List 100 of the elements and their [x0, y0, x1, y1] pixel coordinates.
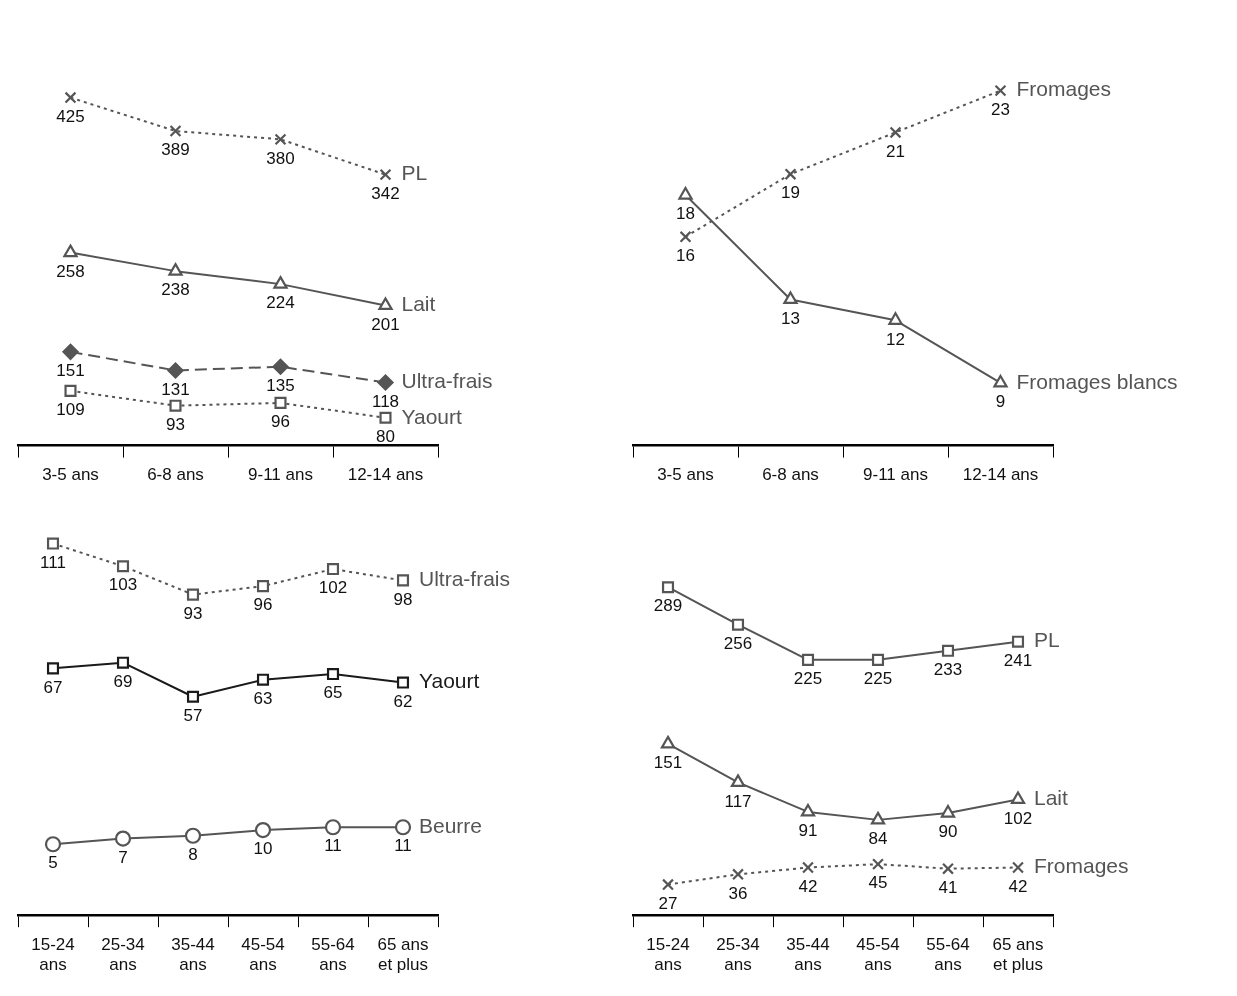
data-label: 67 — [43, 677, 63, 697]
data-label: 111 — [40, 552, 66, 572]
data-label: 201 — [371, 314, 400, 334]
data-label: 16 — [676, 245, 695, 265]
point — [63, 244, 78, 258]
point — [678, 186, 693, 200]
series-label: Lait — [401, 292, 436, 316]
point — [889, 126, 902, 139]
point — [871, 858, 885, 871]
point — [186, 588, 200, 601]
point — [62, 343, 79, 360]
point — [660, 735, 676, 749]
data-label: 151 — [56, 361, 85, 381]
point — [396, 574, 410, 587]
point — [116, 560, 130, 573]
series-label: PL — [401, 161, 428, 185]
point — [274, 133, 287, 146]
data-label: 63 — [253, 688, 273, 708]
point — [184, 827, 202, 844]
point — [274, 396, 287, 409]
point — [941, 644, 955, 657]
series-label: Yaourt — [401, 404, 462, 428]
point — [46, 537, 60, 550]
data-label: 380 — [266, 148, 295, 168]
point — [114, 830, 132, 847]
point — [256, 673, 270, 686]
point — [378, 297, 393, 311]
data-label: 12 — [886, 329, 905, 349]
data-label: 18 — [676, 204, 695, 224]
point — [661, 878, 675, 891]
data-label: 11 — [324, 836, 342, 856]
point — [783, 291, 798, 305]
data-label: 69 — [113, 671, 133, 691]
data-label: 151 — [653, 753, 683, 773]
x-tick-label: 45-54 ans — [856, 935, 900, 975]
x-tick-label: 55-64 ans — [926, 935, 970, 975]
x-tick-label: 25-34 ans — [716, 935, 760, 975]
data-label: 62 — [393, 691, 413, 711]
point — [679, 230, 692, 243]
data-label: 256 — [723, 633, 753, 653]
data-label: 117 — [724, 791, 752, 811]
point — [377, 374, 394, 391]
data-label: 225 — [793, 669, 823, 689]
x-tick-label: 15-24 ans — [31, 935, 75, 975]
series-label: Yaourt — [419, 669, 480, 693]
point — [379, 411, 392, 424]
data-label: 233 — [933, 659, 963, 679]
x-tick-label: 9-11 ans — [863, 465, 928, 485]
data-label: 11 — [394, 836, 412, 856]
data-label: 131 — [161, 379, 190, 399]
data-label: 42 — [1008, 876, 1028, 896]
data-label: 27 — [658, 893, 678, 913]
series-label: Fromages — [1016, 77, 1112, 101]
data-label: 258 — [56, 261, 85, 281]
point — [871, 653, 885, 666]
point — [64, 384, 77, 397]
point — [396, 676, 410, 689]
point — [167, 362, 184, 379]
x-tick-label: 6-8 ans — [147, 465, 204, 485]
point — [940, 804, 956, 818]
data-label: 342 — [371, 183, 400, 203]
data-label: 13 — [781, 308, 800, 328]
data-label: 289 — [653, 596, 683, 616]
series-label: Lait — [1034, 786, 1069, 810]
point — [1011, 861, 1025, 874]
series-label: Ultra-frais — [401, 369, 493, 393]
x-tick-label: 65 ans et plus — [377, 935, 429, 975]
point — [1011, 635, 1025, 648]
data-label: 238 — [161, 280, 190, 300]
data-label: 93 — [166, 414, 185, 434]
data-label: 103 — [108, 575, 138, 595]
series-label: Ultra-frais — [419, 567, 511, 591]
series-label: Fromages blancs — [1016, 369, 1178, 393]
x-tick-label: 12-14 ans — [347, 465, 424, 485]
point — [888, 312, 903, 325]
data-label: 102 — [1003, 808, 1033, 828]
data-label: 224 — [266, 293, 295, 313]
data-label: 96 — [271, 412, 290, 432]
point — [994, 84, 1007, 97]
point — [64, 91, 77, 104]
series-label: PL — [1034, 628, 1060, 652]
point — [254, 821, 272, 839]
x-tick-label: 35-44 ans — [786, 935, 830, 975]
data-label: 57 — [183, 705, 203, 725]
point — [993, 374, 1008, 388]
x-tick-label: 25-34 ans — [101, 935, 145, 975]
point — [1010, 791, 1026, 805]
series-label: Beurre — [419, 814, 483, 838]
data-label: 10 — [253, 839, 273, 859]
point — [272, 358, 289, 375]
data-label: 42 — [798, 876, 818, 896]
data-label: 5 — [48, 853, 58, 873]
x-tick-label: 65 ans et plus — [992, 935, 1044, 975]
data-label: 7 — [118, 847, 128, 867]
point — [941, 862, 955, 875]
point — [273, 276, 288, 289]
point — [168, 263, 183, 276]
x-tick-label: 12-14 ans — [962, 465, 1039, 485]
point — [394, 819, 412, 836]
x-tick-label: 45-54 ans — [241, 935, 285, 975]
